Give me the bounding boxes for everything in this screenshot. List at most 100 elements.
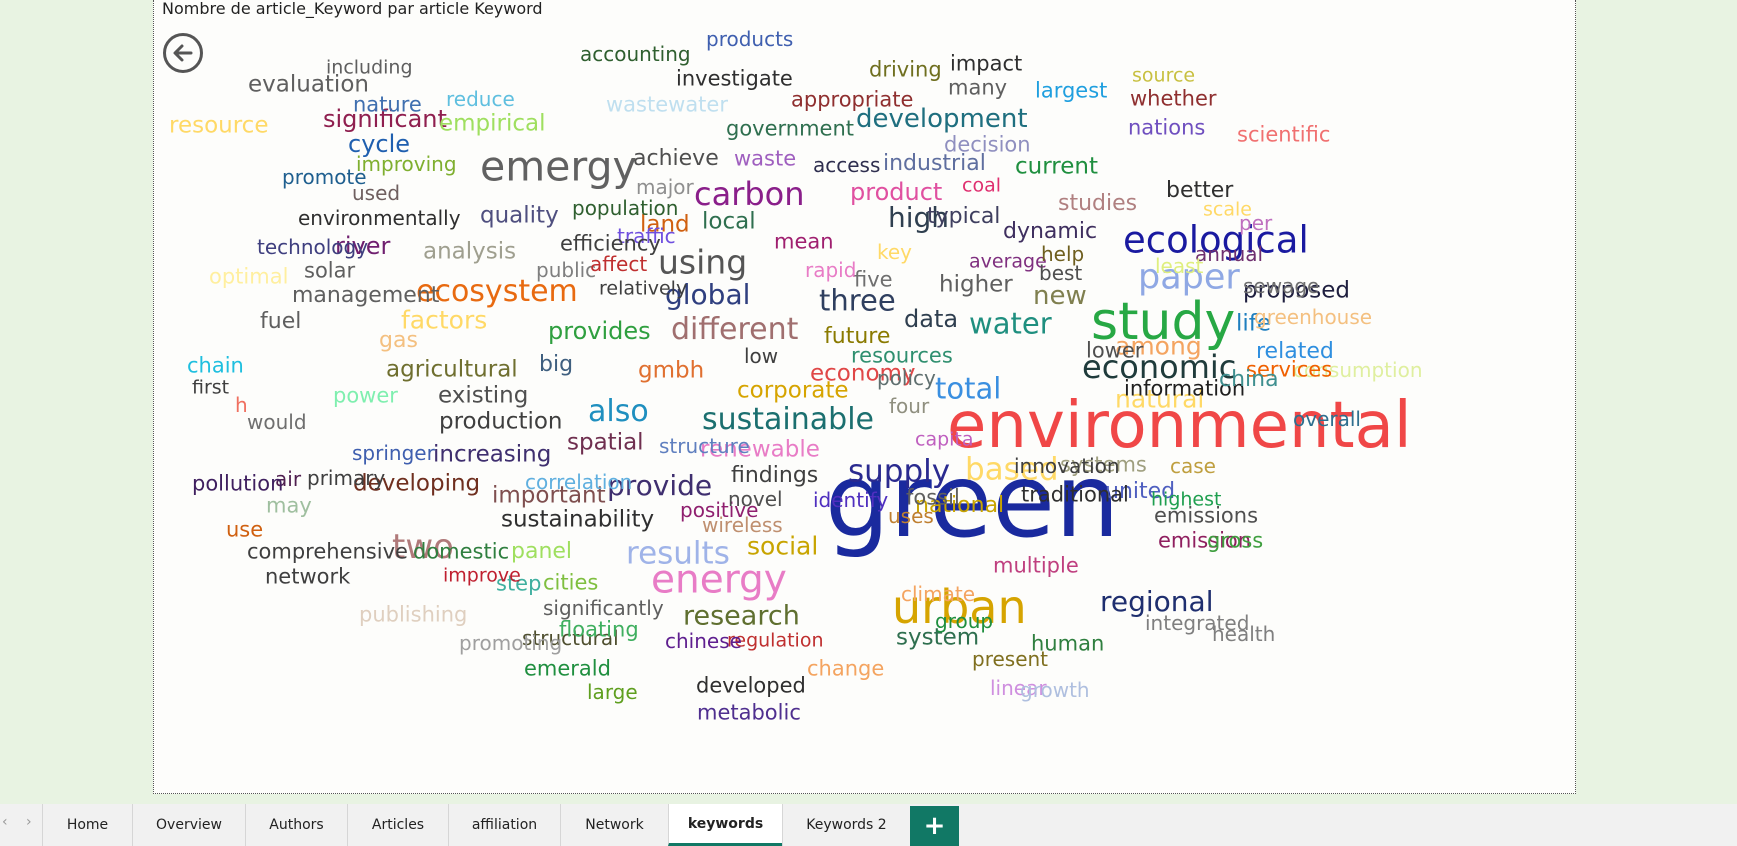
word-land[interactable]: land (640, 211, 690, 238)
word-policy[interactable]: policy (877, 366, 936, 390)
word-overall[interactable]: overall (1293, 407, 1361, 431)
word-floating[interactable]: floating (559, 617, 639, 642)
tab-keywords-2[interactable]: Keywords 2 (782, 804, 910, 846)
word-least[interactable]: least (1155, 254, 1204, 278)
word-study[interactable]: study (1091, 292, 1236, 352)
word-pollution[interactable]: pollution (192, 471, 284, 496)
word-regional[interactable]: regional (1100, 585, 1214, 618)
word-energy[interactable]: energy (651, 557, 787, 603)
word-investigate[interactable]: investigate (676, 66, 793, 91)
word-h[interactable]: h (235, 393, 248, 417)
word-services[interactable]: services (1246, 357, 1333, 382)
word-accounting[interactable]: accounting (580, 42, 691, 66)
word-spatial[interactable]: spatial (567, 429, 644, 456)
add-page-button[interactable]: + (910, 806, 959, 846)
word-fossil[interactable]: fossil (906, 485, 960, 510)
word-among[interactable]: among (1115, 331, 1202, 361)
word-efficiency[interactable]: efficiency (560, 231, 661, 256)
tab-keywords[interactable]: keywords (668, 804, 782, 846)
word-mean[interactable]: mean (774, 229, 834, 254)
word-environmental[interactable]: environmental (947, 389, 1412, 463)
word-domestic[interactable]: domestic (413, 539, 510, 564)
word-total[interactable]: total (935, 371, 1002, 406)
word-research[interactable]: research (683, 600, 800, 632)
word-case[interactable]: case (1170, 454, 1216, 478)
word-studies[interactable]: studies (1058, 191, 1138, 216)
word-whether[interactable]: whether (1130, 86, 1217, 111)
word-many[interactable]: many (948, 75, 1008, 100)
word-wireless[interactable]: wireless (702, 513, 783, 537)
word-system[interactable]: system (896, 624, 980, 651)
word-nations[interactable]: nations (1128, 115, 1206, 140)
word-major[interactable]: major (636, 175, 694, 199)
word-population[interactable]: population (572, 196, 679, 220)
word-emission[interactable]: emission (1158, 528, 1252, 553)
word-per[interactable]: per (1239, 211, 1273, 235)
word-novel[interactable]: novel (728, 487, 783, 511)
word-uses[interactable]: uses (888, 504, 934, 528)
word-correlation[interactable]: correlation (525, 470, 633, 494)
word-water[interactable]: water (969, 306, 1052, 341)
word-decision[interactable]: decision (944, 132, 1031, 157)
word-coal[interactable]: coal (962, 174, 1001, 197)
word-agricultural[interactable]: agricultural (386, 356, 518, 383)
word-social[interactable]: social (747, 531, 819, 561)
word-structural[interactable]: structural (522, 626, 619, 650)
word-comprehensive[interactable]: comprehensive (247, 539, 408, 564)
word-relatively[interactable]: relatively (599, 277, 688, 300)
word-wastewater[interactable]: wastewater (606, 92, 728, 117)
word-proposed[interactable]: proposed (1243, 277, 1351, 304)
word-urban[interactable]: urban (892, 580, 1027, 634)
word-use[interactable]: use (226, 517, 264, 542)
word-big[interactable]: big (539, 352, 574, 377)
word-sewage[interactable]: sewage (1243, 274, 1320, 298)
word-panel[interactable]: panel (511, 539, 573, 564)
word-fuel[interactable]: fuel (260, 309, 302, 334)
word-four[interactable]: four (889, 394, 930, 418)
word-production[interactable]: production (439, 408, 563, 435)
word-including[interactable]: including (326, 56, 413, 79)
word-achieve[interactable]: achieve (633, 146, 719, 171)
word-new[interactable]: new (1033, 281, 1087, 311)
word-corporate[interactable]: corporate (737, 377, 849, 404)
word-large[interactable]: large (587, 680, 638, 704)
scroll-left-icon[interactable]: ‹ (2, 814, 8, 830)
word-renewable[interactable]: renewable (700, 436, 820, 463)
word-average[interactable]: average (969, 250, 1047, 273)
word-nature[interactable]: nature (353, 92, 422, 117)
back-button[interactable] (163, 33, 203, 73)
word-quality[interactable]: quality (480, 202, 559, 229)
word-sustainability[interactable]: sustainability (501, 506, 655, 533)
word-three[interactable]: three (819, 283, 896, 318)
word-better[interactable]: better (1166, 178, 1234, 203)
word-appropriate[interactable]: appropriate (791, 87, 914, 112)
word-best[interactable]: best (1039, 261, 1083, 285)
word-identify[interactable]: identify (813, 488, 889, 512)
word-based[interactable]: based (965, 451, 1059, 488)
word-air[interactable]: air (275, 467, 302, 491)
word-step[interactable]: step (496, 571, 542, 596)
word-management[interactable]: management (292, 283, 440, 308)
word-change[interactable]: change (807, 656, 885, 681)
word-significantly[interactable]: significantly (543, 596, 664, 620)
word-factors[interactable]: factors (401, 305, 488, 335)
word-carbon[interactable]: carbon (694, 175, 805, 213)
word-development[interactable]: development (856, 104, 1028, 134)
word-results[interactable]: results (626, 535, 730, 572)
word-primary[interactable]: primary (307, 466, 386, 490)
word-provide[interactable]: provide (607, 469, 713, 502)
word-products[interactable]: products (706, 27, 794, 51)
word-cycle[interactable]: cycle (348, 130, 411, 158)
word-ecological[interactable]: ecological (1123, 218, 1309, 262)
word-chain[interactable]: chain (187, 353, 244, 378)
word-promote[interactable]: promote (282, 165, 367, 189)
word-emerald[interactable]: emerald (524, 656, 611, 681)
word-promoting[interactable]: promoting (459, 631, 563, 655)
word-increasing[interactable]: increasing (433, 441, 552, 468)
word-metabolic[interactable]: metabolic (697, 700, 801, 725)
word-using[interactable]: using (658, 242, 748, 282)
word-access[interactable]: access (813, 153, 881, 177)
word-empirical[interactable]: empirical (439, 110, 546, 137)
word-provides[interactable]: provides (548, 317, 651, 345)
word-traffic[interactable]: traffic (617, 224, 676, 248)
